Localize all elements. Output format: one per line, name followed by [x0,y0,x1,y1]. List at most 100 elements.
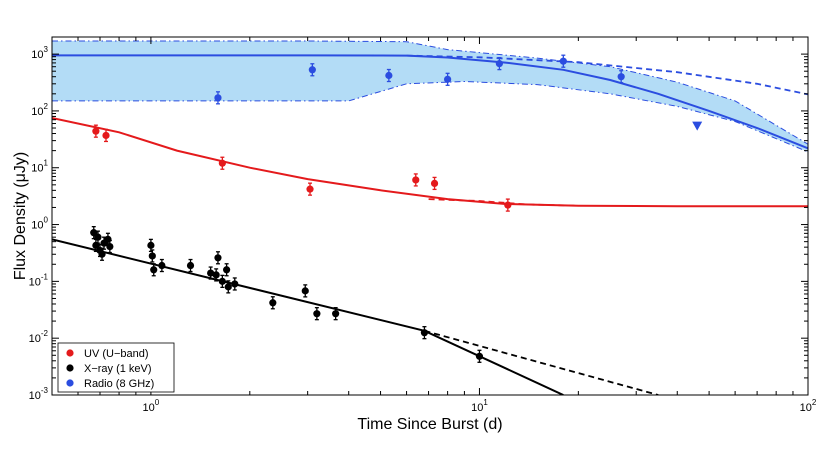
y-tick-label: 102 [31,102,48,118]
radio-point [559,54,567,68]
xray-marker [332,310,340,318]
y-tick-label: 10-3 [29,386,49,402]
y-tick-label: 100 [31,216,48,232]
xray-point [475,349,484,363]
uv-point [430,176,439,191]
uv-point [412,173,420,187]
xray-point [224,280,232,294]
xray-marker [207,269,215,277]
x-tick-label: 100 [143,398,160,414]
uv-point [218,156,226,170]
uv-point [306,182,314,196]
y-tick-label: 103 [31,45,48,61]
xray-point [231,277,239,291]
radio-model-band [52,40,808,153]
legend: UV (U−band) X−ray (1 keV) Radio (8 GHz) [57,342,175,393]
uv-marker [504,201,512,209]
radio-model-dashed [406,54,808,96]
legend-label: Radio (8 GHz) [84,378,154,390]
legend-marker [66,379,74,387]
uv-marker [92,127,100,135]
xray-point [106,239,114,254]
legend-label: X−ray (1 keV) [84,363,152,375]
xray-marker [98,250,106,258]
radio-marker [308,66,316,74]
xray-marker [313,310,321,318]
xray-model-dashed [424,329,659,395]
xray-marker [224,283,232,291]
xray-marker [147,241,155,249]
xray-point [212,268,220,282]
radio-marker [559,57,567,65]
xray-point [301,284,309,298]
uv-point [504,198,512,212]
uv-model-solid [52,117,808,208]
radio-marker [495,60,503,68]
xray-marker [218,277,226,285]
radio-upper-limit [692,121,703,131]
xray-point [207,266,215,280]
radio-marker [214,94,222,102]
xray-point [186,258,195,273]
xray-marker [269,299,277,307]
radio-band-upper-edge [52,40,808,145]
radio-marker [617,73,625,81]
uv-marker [430,179,439,188]
legend-label: UV (U−band) [84,348,149,360]
radio-point [308,63,316,77]
xray-point [218,274,226,289]
xray-marker [90,229,98,237]
xray-marker [301,287,309,295]
xray-marker [186,261,195,270]
uv-marker [306,185,314,193]
xray-point [332,307,340,321]
xray-point [158,258,166,273]
radio-band [52,41,808,152]
uv-point [102,128,110,143]
xray-marker [150,266,158,274]
xray-point [223,263,231,277]
y-tick-label: 10-2 [29,329,49,345]
radio-band-lower-edge [52,80,808,153]
xray-point [269,296,277,310]
legend-marker [66,364,74,372]
radio-point [214,91,222,105]
xray-marker [214,254,222,262]
uv-marker [412,176,420,184]
xray-marker [158,261,166,270]
xray-marker [475,352,484,360]
radio-marker [385,71,393,80]
radio-point [617,70,625,84]
xray-point [148,249,156,263]
legend-marker [66,349,74,357]
xray-marker [212,271,220,279]
xray-point [214,251,222,265]
y-tick-label: 101 [31,159,48,175]
x-axis-title: Time Since Burst (d) [357,416,502,433]
y-tick-label: 10-1 [29,272,49,288]
radio-marker [444,75,452,83]
x-tick-label: 102 [800,398,817,414]
xray-marker [223,266,231,274]
uv-point [92,124,100,138]
x-tick-label: 101 [471,398,488,414]
xray-point [94,230,102,244]
radio-point [385,68,393,83]
xray-marker [106,242,114,251]
xray-marker [420,329,429,337]
xray-marker [231,280,239,288]
xray-marker [94,233,102,241]
xray-point [90,226,98,240]
xray-marker [148,252,156,260]
data-points [90,54,703,363]
xray-point [313,307,321,321]
xray-point [420,326,429,340]
radio-point [444,72,452,86]
xray-point [150,263,158,277]
uv-marker [102,131,110,140]
uv-marker [218,159,226,167]
radio-point [495,56,503,71]
xray-point [98,247,106,261]
y-axis-title: Flux Density (μJy) [12,152,29,280]
